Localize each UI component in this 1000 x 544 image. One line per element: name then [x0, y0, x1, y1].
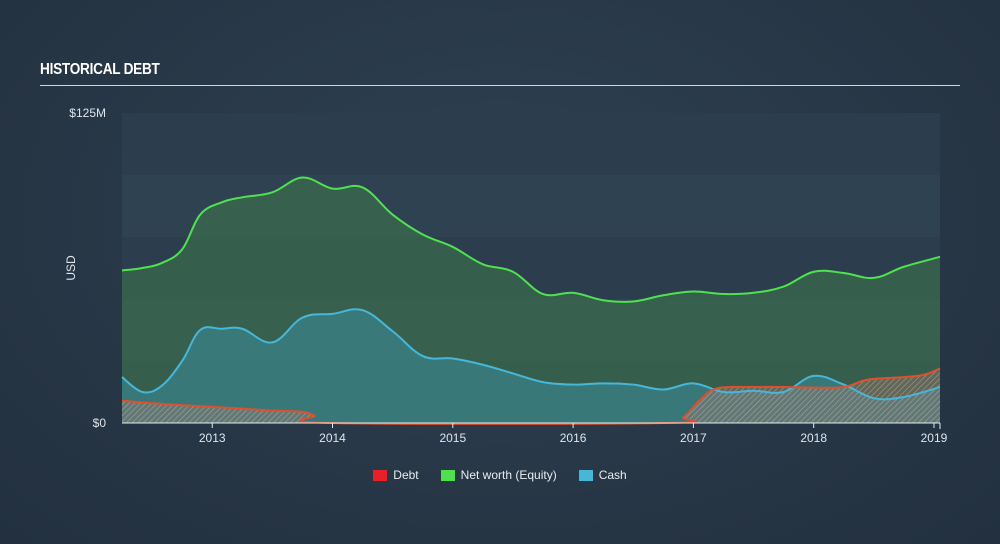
- y-axis-label: USD: [64, 255, 78, 281]
- x-tick-label: 2013: [199, 431, 226, 445]
- cash-swatch: [578, 469, 593, 481]
- debt-line: [121, 367, 941, 425]
- debt-swatch: [373, 469, 388, 481]
- equity-line: [121, 176, 941, 303]
- legend-item-debt[interactable]: Debt: [373, 468, 419, 482]
- x-tick-label: 2017: [680, 431, 707, 445]
- legend-label-debt: Debt: [393, 468, 419, 482]
- series-lines: [121, 176, 941, 425]
- series-areas: [122, 177, 940, 424]
- x-tick-label: 2018: [800, 431, 827, 445]
- legend-label-equity: Net worth (Equity): [460, 468, 557, 482]
- legend-item-cash[interactable]: Cash: [578, 468, 627, 482]
- x-tick-label: 2016: [560, 431, 587, 445]
- axes: 2013 2014 2015 2016 2017 2018 2019 $0 $125M: [69, 106, 947, 445]
- y-tick-label-max: $125M: [69, 106, 106, 120]
- x-tick-label: 2015: [439, 431, 466, 445]
- legend-label-cash: Cash: [598, 468, 627, 482]
- title-divider: [40, 85, 960, 86]
- equity-swatch: [440, 469, 455, 481]
- y-tick-label-min: $0: [93, 416, 107, 430]
- chart-legend: Debt Net worth (Equity) Cash: [0, 468, 1000, 482]
- cash-line: [121, 308, 941, 401]
- x-tick-label: 2019: [921, 431, 948, 445]
- debt-area: [122, 368, 940, 424]
- legend-item-equity[interactable]: Net worth (Equity): [440, 468, 557, 482]
- chart-title: HISTORICAL DEBT: [40, 61, 160, 78]
- x-tick-label: 2014: [319, 431, 346, 445]
- plot-band: [122, 113, 940, 175]
